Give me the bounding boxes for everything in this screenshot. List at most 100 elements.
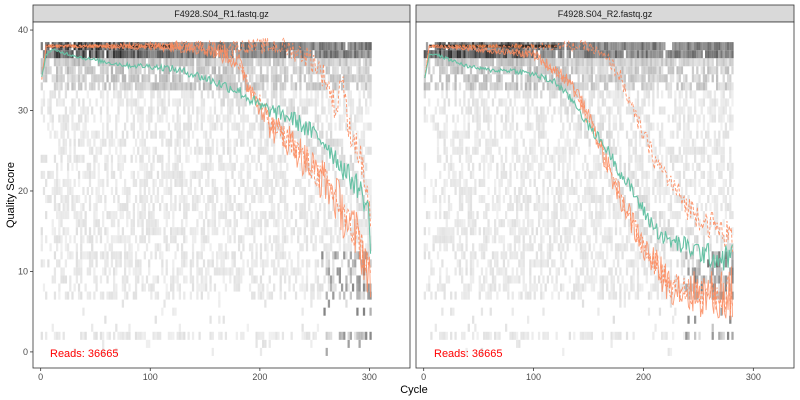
heat-cell bbox=[134, 283, 138, 292]
heat-cell bbox=[672, 243, 675, 252]
heat-cell bbox=[145, 178, 149, 187]
heat-cell bbox=[172, 58, 175, 67]
heat-cell bbox=[251, 267, 254, 276]
heat-cell bbox=[159, 74, 162, 83]
heat-cell bbox=[628, 98, 631, 107]
heat-cell bbox=[277, 106, 280, 115]
heat-cell bbox=[288, 275, 291, 284]
heat-cell bbox=[62, 203, 65, 212]
heat-cell bbox=[711, 170, 714, 179]
heat-cell bbox=[202, 114, 206, 123]
heat-cell bbox=[134, 98, 138, 107]
heat-cell bbox=[141, 283, 144, 292]
heat-cell bbox=[283, 82, 287, 91]
heat-cell bbox=[529, 283, 532, 292]
heat-cell bbox=[667, 82, 670, 91]
heat-cell bbox=[242, 106, 245, 115]
heat-cell bbox=[729, 122, 732, 131]
heat-cell bbox=[218, 243, 221, 252]
heat-cell bbox=[198, 106, 201, 115]
heat-cell bbox=[540, 211, 543, 220]
heat-cell bbox=[612, 331, 615, 340]
heat-cell bbox=[303, 122, 306, 131]
heat-cell bbox=[323, 50, 326, 59]
heat-cell bbox=[216, 227, 219, 236]
heat-cell bbox=[601, 291, 604, 300]
heat-cell bbox=[40, 154, 43, 163]
heat-cell bbox=[343, 331, 346, 340]
heat-cell bbox=[207, 203, 210, 212]
heat-cell bbox=[198, 170, 201, 179]
heat-cell bbox=[715, 291, 719, 300]
heat-cell bbox=[178, 170, 182, 179]
heat-cell bbox=[255, 331, 258, 340]
heat-cell bbox=[316, 211, 320, 220]
heat-cell bbox=[174, 275, 177, 284]
heat-cell bbox=[467, 98, 470, 107]
heat-cell bbox=[53, 251, 57, 260]
heat-cell bbox=[137, 267, 140, 276]
heat-cell bbox=[722, 331, 725, 340]
heat-cell bbox=[137, 74, 140, 83]
heat-cell bbox=[172, 267, 175, 276]
heat-cell bbox=[687, 82, 690, 91]
heat-cell bbox=[336, 211, 339, 220]
heat-cell bbox=[84, 219, 87, 228]
heat-cell bbox=[69, 138, 72, 147]
heat-cell bbox=[209, 58, 212, 67]
heat-cell bbox=[62, 74, 65, 83]
heat-cell bbox=[257, 106, 260, 115]
heat-cell bbox=[86, 138, 89, 147]
heat-cell bbox=[564, 251, 567, 260]
heat-cell bbox=[581, 82, 585, 91]
heat-cell bbox=[332, 138, 335, 147]
heat-cell bbox=[294, 42, 298, 51]
heat-cell bbox=[119, 154, 122, 163]
heat-cell bbox=[522, 251, 525, 260]
heat-cell bbox=[663, 106, 666, 115]
heat-cell bbox=[592, 283, 596, 292]
heat-cell bbox=[663, 227, 666, 236]
heat-cell bbox=[262, 211, 265, 220]
heat-cell bbox=[119, 90, 122, 99]
heat-cell bbox=[709, 267, 712, 276]
heat-cell bbox=[310, 219, 313, 228]
heat-cell bbox=[159, 178, 162, 187]
heat-cell bbox=[606, 130, 609, 139]
heat-cell bbox=[610, 90, 613, 99]
heat-cell bbox=[724, 130, 728, 139]
heat-cell bbox=[338, 50, 342, 59]
heat-cell bbox=[279, 283, 282, 292]
heat-cell bbox=[71, 162, 74, 171]
heat-cell bbox=[58, 203, 61, 212]
heat-cell bbox=[654, 323, 657, 332]
heat-cell bbox=[257, 74, 260, 83]
heat-cell bbox=[524, 283, 528, 292]
heat-cell bbox=[180, 331, 184, 340]
heat-cell bbox=[286, 66, 289, 75]
heat-cell bbox=[305, 259, 309, 268]
heat-cell bbox=[148, 219, 151, 228]
heat-cell bbox=[568, 82, 571, 91]
heat-cell bbox=[60, 122, 63, 131]
heat-cell bbox=[113, 283, 116, 292]
heat-cell bbox=[555, 283, 558, 292]
heat-cell bbox=[117, 98, 120, 107]
heat-cell bbox=[434, 195, 437, 204]
heat-cell bbox=[99, 138, 103, 147]
heat-cell bbox=[200, 50, 203, 59]
heat-cell bbox=[338, 227, 342, 236]
heat-cell bbox=[115, 146, 118, 155]
heat-cell bbox=[641, 74, 644, 83]
heat-cell bbox=[465, 267, 468, 276]
heat-cell bbox=[189, 186, 192, 195]
heat-cell bbox=[720, 267, 723, 276]
heat-cell bbox=[220, 259, 223, 268]
heat-cell bbox=[434, 82, 437, 91]
heat-cell bbox=[663, 186, 666, 195]
heat-cell bbox=[575, 275, 578, 284]
heat-cell bbox=[434, 291, 437, 300]
heat-cell bbox=[472, 251, 475, 260]
heat-cell bbox=[535, 74, 539, 83]
heat-cell bbox=[115, 58, 118, 67]
